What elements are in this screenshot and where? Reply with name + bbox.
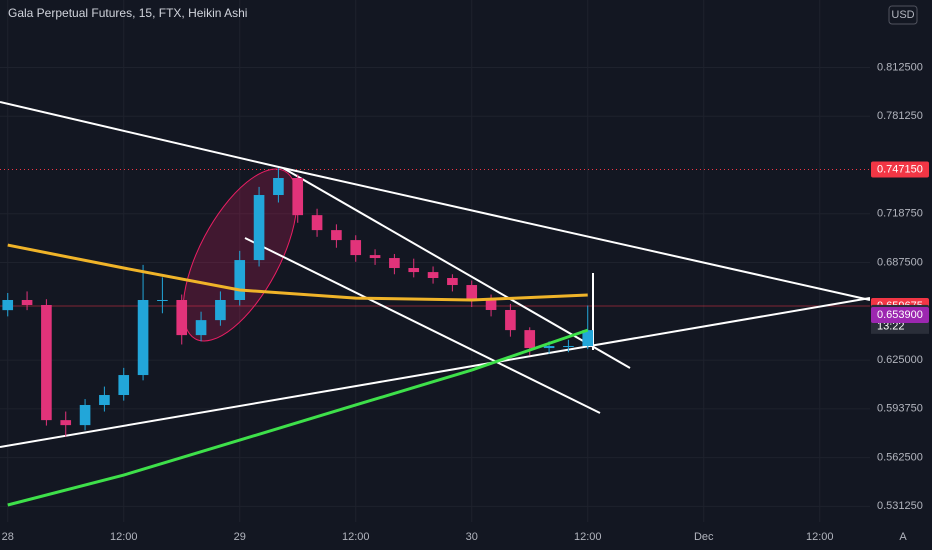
auto-scale-button[interactable]: A [899, 531, 907, 543]
axes: 0.531250 0.562500 0.593750 0.625000 0.687500… [2, 61, 929, 543]
y-tick-label: 0.781250 [877, 110, 923, 122]
candle-body [79, 404, 91, 426]
candle-body [389, 258, 400, 269]
candle-body [369, 255, 381, 259]
candle-body [505, 309, 516, 331]
trendline [244, 237, 601, 414]
y-tick-label: 0.812500 [877, 61, 923, 73]
candle-body [524, 330, 536, 349]
x-tick-label: 12:00 [574, 531, 602, 543]
y-tick-label: 0.593750 [877, 403, 923, 415]
candle-body [99, 395, 110, 405]
candle-body [234, 260, 246, 301]
candle-body [215, 300, 226, 321]
candle-body [253, 195, 265, 261]
price-label: 0.653900 [877, 309, 923, 321]
countdown: 13:22 [877, 321, 905, 333]
moving-average [7, 328, 589, 507]
moving-average [7, 243, 588, 302]
x-tick-label: 30 [466, 531, 478, 543]
time-axis [0, 522, 932, 550]
candle-body [21, 300, 33, 305]
trendline [0, 297, 871, 448]
trendline [0, 101, 284, 169]
candle-body [273, 178, 284, 196]
y-tick-label: 0.718750 [877, 208, 923, 220]
plot [2, 168, 594, 507]
candle-body [118, 375, 130, 396]
candle-body [350, 240, 362, 256]
trendline [282, 167, 871, 301]
candle-body [157, 300, 168, 302]
candle-body [447, 278, 458, 286]
price-axis [870, 0, 932, 550]
grid [0, 0, 870, 522]
y-tick-label: 0.531250 [877, 500, 923, 512]
candle-body [176, 300, 188, 336]
candle-body [195, 320, 207, 336]
candle-body [292, 178, 304, 216]
candle-body [543, 346, 555, 349]
chart-title: Gala Perpetual Futures, 15, FTX, Heikin … [8, 6, 247, 20]
candle-body [41, 304, 52, 421]
x-tick-label: 12:00 [110, 531, 138, 543]
candle-body [485, 300, 497, 310]
x-tick-label: 29 [234, 531, 246, 543]
countdown-box [871, 319, 929, 334]
candle-body [427, 272, 439, 279]
candle-body [582, 330, 594, 347]
x-tick-label: 12:00 [806, 531, 834, 543]
currency[interactable]: USD [891, 9, 914, 21]
y-tick-label: 0.562500 [877, 451, 923, 463]
y-tick-label: 0.687500 [877, 256, 923, 268]
price-label-box [871, 306, 929, 323]
x-tick-label: Dec [694, 531, 714, 543]
price-label: 0.747150 [877, 163, 923, 175]
y-tick-label: 0.625000 [877, 354, 923, 366]
x-tick-label: 12:00 [342, 531, 370, 543]
price-label-box [871, 161, 929, 178]
x-tick-label: 28 [2, 531, 14, 543]
candle-body [137, 300, 149, 376]
candle-body [311, 215, 323, 231]
candle-body [60, 420, 72, 426]
candle-body [466, 285, 478, 301]
currency-button[interactable] [888, 5, 918, 25]
candle-body [2, 300, 14, 311]
candle-body [331, 230, 342, 241]
candle-body [408, 268, 420, 273]
candle-body [563, 346, 574, 348]
